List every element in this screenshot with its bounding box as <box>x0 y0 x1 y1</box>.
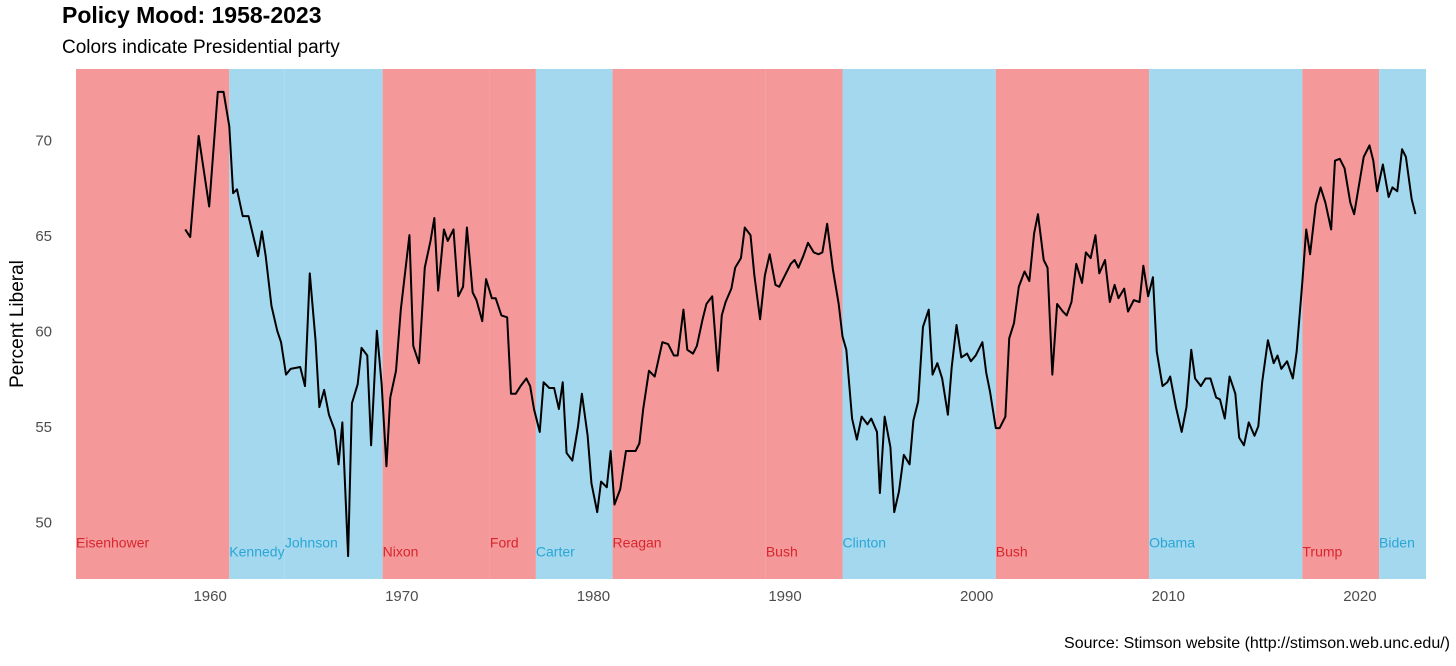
source-note: Source: Stimson website (http://stimson.… <box>1064 635 1450 652</box>
mood-line <box>184 90 1417 558</box>
president-label: Ford <box>490 535 519 551</box>
president-label: Eisenhower <box>76 535 149 551</box>
presidency-band <box>489 69 536 579</box>
y-tick-label: 65 <box>35 228 52 245</box>
presidency-band <box>612 69 766 579</box>
presidency-band <box>535 69 613 579</box>
chart-title: Policy Mood: 1958-2023 <box>62 2 322 28</box>
president-label: Reagan <box>613 535 662 551</box>
x-tick-label: 2010 <box>1152 588 1185 605</box>
y-axis-label: Percent Liberal <box>7 260 28 388</box>
presidency-band <box>1302 69 1380 579</box>
x-tick-label: 2000 <box>960 588 993 605</box>
x-tick-label: 2020 <box>1343 588 1376 605</box>
x-tick-label: 1960 <box>193 588 226 605</box>
presidency-band <box>284 69 383 579</box>
president-label: Biden <box>1379 535 1415 551</box>
x-tick-label: 1980 <box>577 588 610 605</box>
x-tick-label: 1990 <box>768 588 801 605</box>
president-label: Kennedy <box>229 544 284 560</box>
presidency-band <box>1149 69 1303 579</box>
presidency-band <box>765 69 843 579</box>
y-tick-label: 70 <box>35 133 52 150</box>
president-label: Bush <box>996 544 1028 560</box>
presidency-band <box>842 69 996 579</box>
chart-subtitle: Colors indicate Presidential party <box>62 37 340 58</box>
president-label: Bush <box>766 544 798 560</box>
president-label: Carter <box>536 544 575 560</box>
president-label: Trump <box>1302 544 1342 560</box>
president-label: Nixon <box>383 544 419 560</box>
y-tick-label: 60 <box>35 324 52 341</box>
presidency-band <box>1379 69 1426 579</box>
presidency-bands <box>76 69 1426 579</box>
president-label: Johnson <box>285 535 338 551</box>
x-tick-label: 1970 <box>385 588 418 605</box>
y-tick-label: 55 <box>35 419 52 436</box>
president-label: Obama <box>1149 535 1195 551</box>
president-label: Clinton <box>843 535 887 551</box>
presidency-band <box>76 69 230 579</box>
presidency-band <box>995 69 1150 579</box>
y-tick-label: 50 <box>35 515 52 532</box>
